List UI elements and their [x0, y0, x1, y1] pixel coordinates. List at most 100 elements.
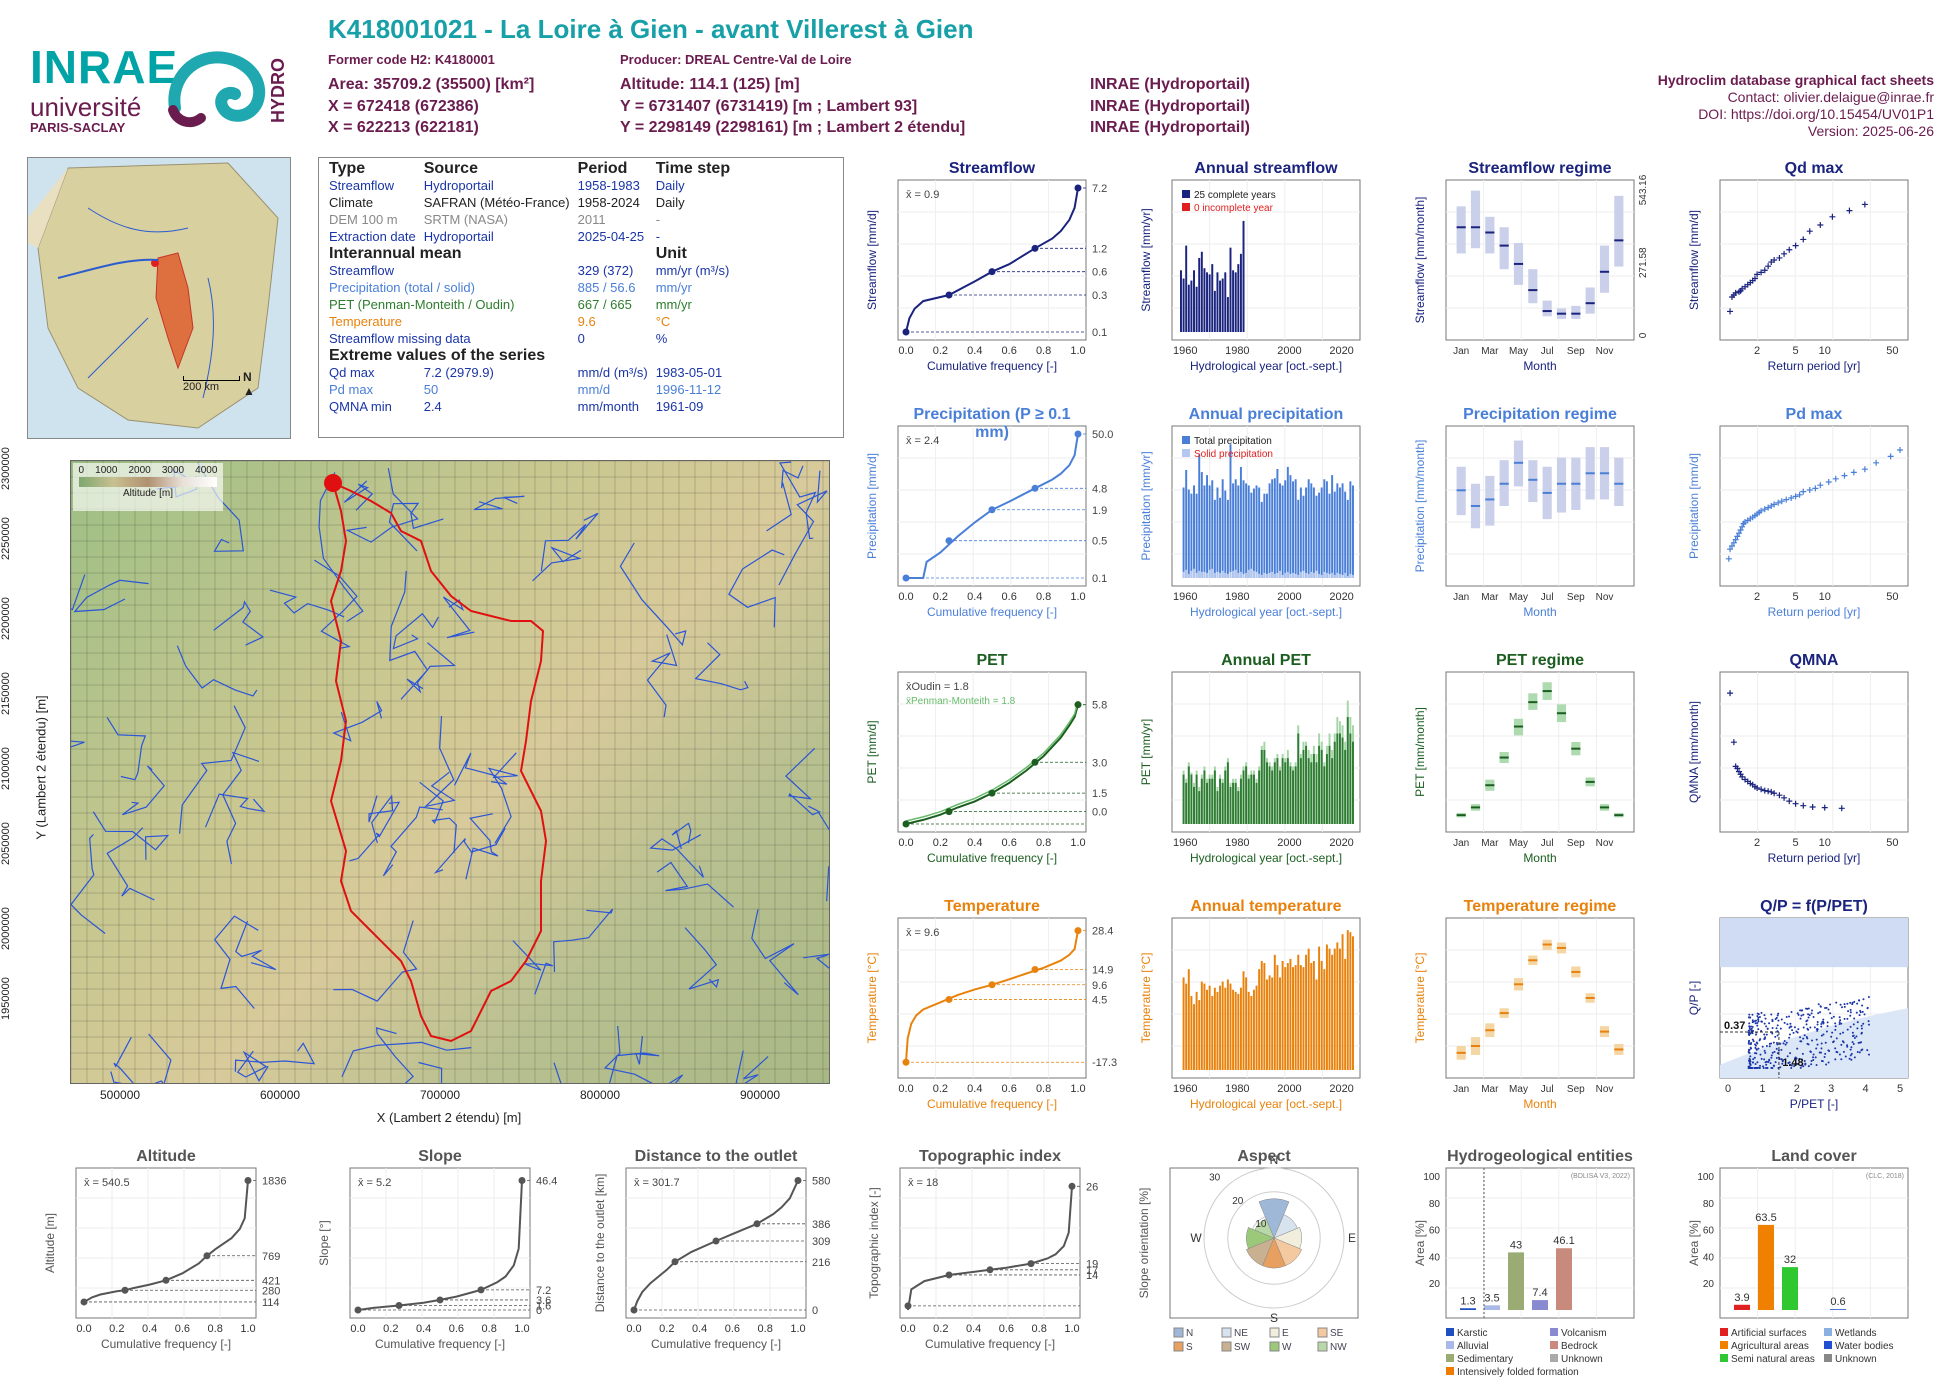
bar: [1336, 942, 1339, 1070]
category-bar: [1484, 1305, 1500, 1310]
annotation: 0.37: [1724, 1020, 1745, 1032]
mean-row: Temperature 9.6 °C: [325, 313, 734, 330]
contact[interactable]: Contact: olivier.delaigue@inrae.fr: [1727, 89, 1934, 105]
chart-title: Annual precipitation: [1188, 406, 1344, 423]
x-axis-label: Hydrological year [oct.-sept.]: [1190, 1097, 1342, 1111]
bar: [1328, 493, 1331, 578]
aspect-slice: [1245, 1237, 1275, 1267]
chart-title: Annual streamflow: [1194, 160, 1338, 177]
point: [1753, 1056, 1756, 1059]
chart-streamflow-regime: Streamflow regime Streamflow [mm/month] Mo…: [1413, 160, 1649, 373]
bar-solid: [1185, 569, 1188, 578]
point: [1757, 1028, 1760, 1031]
quantile-point: [1027, 1260, 1035, 1268]
bar: [1315, 762, 1318, 824]
point: [1819, 1051, 1822, 1054]
point: [1763, 1037, 1766, 1040]
bar: [1198, 454, 1201, 578]
bar: [1263, 749, 1266, 824]
mean-row: Streamflow 329 (372) mm/yr (m³/s): [325, 262, 734, 279]
point: [1776, 1034, 1779, 1037]
bar: [1219, 497, 1222, 578]
point: [1792, 1031, 1795, 1034]
point: [1825, 1063, 1828, 1066]
col-period: Period: [577, 160, 628, 177]
point: [1758, 786, 1765, 793]
bar: [1328, 948, 1331, 1070]
quantile-point: [354, 1306, 362, 1314]
legend-swatch: [1317, 1327, 1328, 1338]
right-tick-label: 5.8: [1092, 700, 1107, 712]
river: [512, 940, 554, 995]
catchment-boundary: [329, 481, 548, 1043]
box: [1614, 457, 1624, 506]
point: [1858, 1014, 1861, 1017]
legend-label: 25 complete years: [1194, 190, 1276, 201]
point: [1856, 1027, 1859, 1030]
bar: [1221, 981, 1224, 1070]
point: [1867, 1053, 1870, 1056]
point: [1797, 1028, 1800, 1031]
bar: [1182, 977, 1185, 1070]
point: [1809, 1026, 1812, 1029]
point: [1734, 765, 1741, 772]
point: [1811, 1009, 1814, 1012]
doi-link[interactable]: DOI: https://doi.org/10.15454/UV01P1: [1698, 106, 1934, 122]
bar-solid: [1247, 569, 1250, 578]
river: [92, 811, 170, 860]
category-bar: [1782, 1267, 1798, 1310]
right-tick-label: 14: [1086, 1270, 1098, 1282]
bar: [1302, 495, 1305, 578]
x-tick-label: 1960: [1173, 837, 1197, 849]
river: [71, 740, 85, 748]
cell: 885 / 56.6: [577, 280, 636, 295]
x-tick-label: 0.4: [967, 837, 982, 849]
bar: [1341, 934, 1344, 1070]
x-axis-label: Return period [yr]: [1768, 851, 1861, 865]
mean-row: Streamflow missing data 0%: [325, 330, 734, 347]
legend-swatch: [1720, 1354, 1728, 1362]
x-tick-label: 4: [1863, 1083, 1869, 1095]
x-tick-label: 1980: [1225, 591, 1249, 603]
x-tick-label: 1960: [1173, 591, 1197, 603]
chart-pet-regime: PET regime PET [mm/month] Month Jan Mar May Ju…: [1413, 652, 1635, 865]
category-bar: [1830, 1309, 1846, 1310]
bar: [1255, 485, 1258, 578]
bar: [1276, 758, 1279, 824]
x-tick-label: 5: [1793, 591, 1799, 603]
map-y-tick: 2300000: [0, 447, 12, 490]
bar-solid: [1216, 571, 1219, 578]
river: [442, 596, 475, 639]
cell: 1958-1983: [577, 178, 640, 193]
point: [1780, 1018, 1783, 1021]
point: [1857, 1041, 1860, 1044]
bar: [1211, 480, 1214, 578]
point: [1866, 1007, 1869, 1010]
x-tick-label: Sep: [1567, 1084, 1585, 1095]
bar: [1346, 499, 1349, 578]
x-tick-label: Sep: [1567, 592, 1585, 603]
legend-swatch: [1317, 1341, 1328, 1352]
river: [656, 861, 734, 908]
bar: [1263, 963, 1266, 1070]
quantile-point: [1068, 1182, 1076, 1190]
point: [1820, 1023, 1823, 1026]
bar: [1226, 762, 1229, 824]
bar: [1286, 758, 1289, 824]
point: [1840, 1022, 1843, 1025]
point: [1779, 1027, 1782, 1030]
point: [1775, 1047, 1778, 1050]
bar-solid: [1221, 570, 1224, 578]
bar-solid: [1352, 574, 1354, 578]
point: [1763, 1033, 1766, 1036]
bar-solid: [1279, 570, 1281, 578]
bar: [1219, 985, 1222, 1070]
quantile-point: [902, 328, 910, 336]
bar: [1239, 987, 1242, 1070]
box: [1571, 305, 1581, 319]
database-title: Hydroclim database graphical fact sheets: [1657, 72, 1934, 88]
point: [1806, 487, 1813, 493]
bar-solid: [1224, 572, 1227, 578]
legend-label: Semi natural areas: [1731, 1354, 1815, 1365]
bar: [1245, 483, 1248, 578]
